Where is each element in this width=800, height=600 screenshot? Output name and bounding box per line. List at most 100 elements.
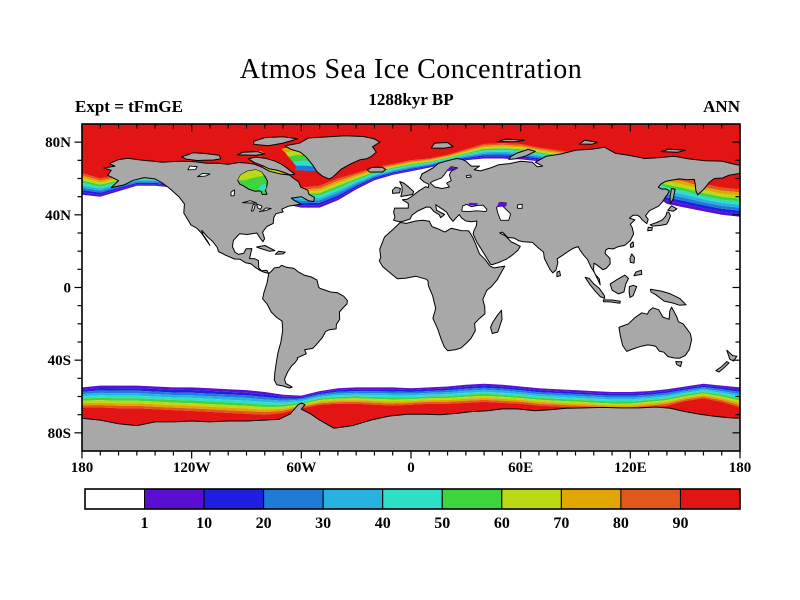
land-eurasia [393,146,741,286]
land-ellesmere-island [253,136,299,147]
colorbar-label: 60 [494,515,510,532]
antarctic-ice-band-50 [82,391,740,408]
land-new-zealand-south [715,361,730,373]
colorbar-label: 80 [613,515,629,532]
x-tick-label: 60W [286,460,316,476]
x-tick-label: 120W [173,460,211,476]
land-cuba [256,245,276,252]
y-tick-label: 80S [48,426,71,442]
land-baffin-island [247,156,296,176]
colorbar-cell-3 [263,488,324,510]
land-franz-josef-land [496,138,525,143]
land-victoria-banks-islands [181,152,222,161]
colorbar-label: 70 [553,515,569,532]
lake-winnipeg [230,189,236,197]
figure-subtitle: 1288kyr BP [368,90,454,109]
aral-sea [517,203,523,209]
lake-huron [256,203,263,210]
y-tick-label: 40S [48,353,71,369]
x-tick-label: 0 [407,460,415,476]
season-label: ANN [703,97,740,116]
hudson-bay-cyan-southeast [258,183,267,191]
colorbar-cell-10 [679,488,741,510]
x-tick-label: 180 [729,460,752,476]
y-tick-label: 0 [64,281,72,297]
land-sulawesi [628,284,638,298]
colorbar-label: 20 [256,515,272,532]
land-ireland [391,186,401,194]
x-tick-label: 60E [508,460,533,476]
land-sakhalin [669,188,676,205]
great-bear-lake [187,165,198,171]
caspian-north-ice-purple [497,202,508,207]
land-iceland [366,166,387,173]
experiment-label: Expt = tFmGE [75,97,183,116]
black-sea-north-ice-purple [468,202,479,206]
land-new-guinea [649,288,687,306]
colorbar-cell-9 [620,488,681,510]
page-title: Atmos Sea Ice Concentration [239,54,583,85]
land-africa [378,219,506,352]
land-honshu [649,211,671,227]
land-sumatra [584,276,606,299]
land-new-zealand-north [726,349,738,362]
colorbar-cell-5 [382,488,443,510]
land-australia [618,306,693,359]
colorbar-cell-1 [144,488,205,510]
land-antarctica [81,402,741,452]
colorbar-label: 40 [375,515,391,532]
land-svalbard [430,142,454,149]
antarctic-ice-band-1 [82,383,740,397]
colorbar-frame [84,488,741,510]
lake-superior [242,200,258,204]
land-madagascar [490,309,503,334]
land-borneo [609,274,629,295]
land-java [602,299,621,304]
land-severnaya-zemlya [578,139,598,145]
baltic-sea [429,166,459,189]
land-new-siberian-islands [660,148,686,153]
land-hispaniola [274,250,286,255]
antarctic-ice-band-20 [82,387,740,401]
colorbar-cell-4 [322,488,384,510]
antarctic-ice-band-30 [82,388,740,403]
colorbar-cell-2 [203,488,265,510]
colorbar-label: 90 [672,515,688,532]
colorbar-label: 10 [196,515,212,532]
gulf-of-bothnia-ice-purple [447,166,457,172]
land-taiwan [629,241,635,248]
land-greenland [284,135,381,180]
land-novaya-zemlya [508,148,536,160]
lake-erie-ontario [258,207,272,213]
antarctic-ice-band-10 [82,385,740,399]
x-tick-label: 180 [71,460,94,476]
land-hokkaido [667,205,678,212]
x-tick-label: 120E [614,460,647,476]
land-sri-lanka [556,270,561,278]
land-tasmania [675,361,683,367]
colorbar-cell-6 [441,488,503,510]
y-tick-label: 80N [45,135,71,151]
davis-strait-blue [294,165,316,172]
colorbar-cell-8 [560,488,622,510]
great-slave-lake [197,172,211,178]
land-great-britain [399,181,415,197]
colorbar-cell-7 [501,488,562,510]
colorbar-label: 30 [315,515,331,532]
land-kyushu-shikoku [647,226,653,232]
hudson-bay-yellow-north [237,169,264,181]
land-luzon [629,253,635,264]
land-mindanao [633,269,643,277]
lake-michigan [250,203,256,212]
land-devon-somerset-islands [236,151,266,156]
antarctic-ice-band-40 [82,390,740,405]
lake-ladoga [465,174,472,179]
y-tick-label: 40N [45,208,71,224]
land-south-america [262,264,348,389]
black-sea [461,203,488,213]
colorbar-label: 1 [141,515,149,532]
colorbar-label: 50 [434,515,450,532]
colorbar-cell-0 [84,488,146,510]
